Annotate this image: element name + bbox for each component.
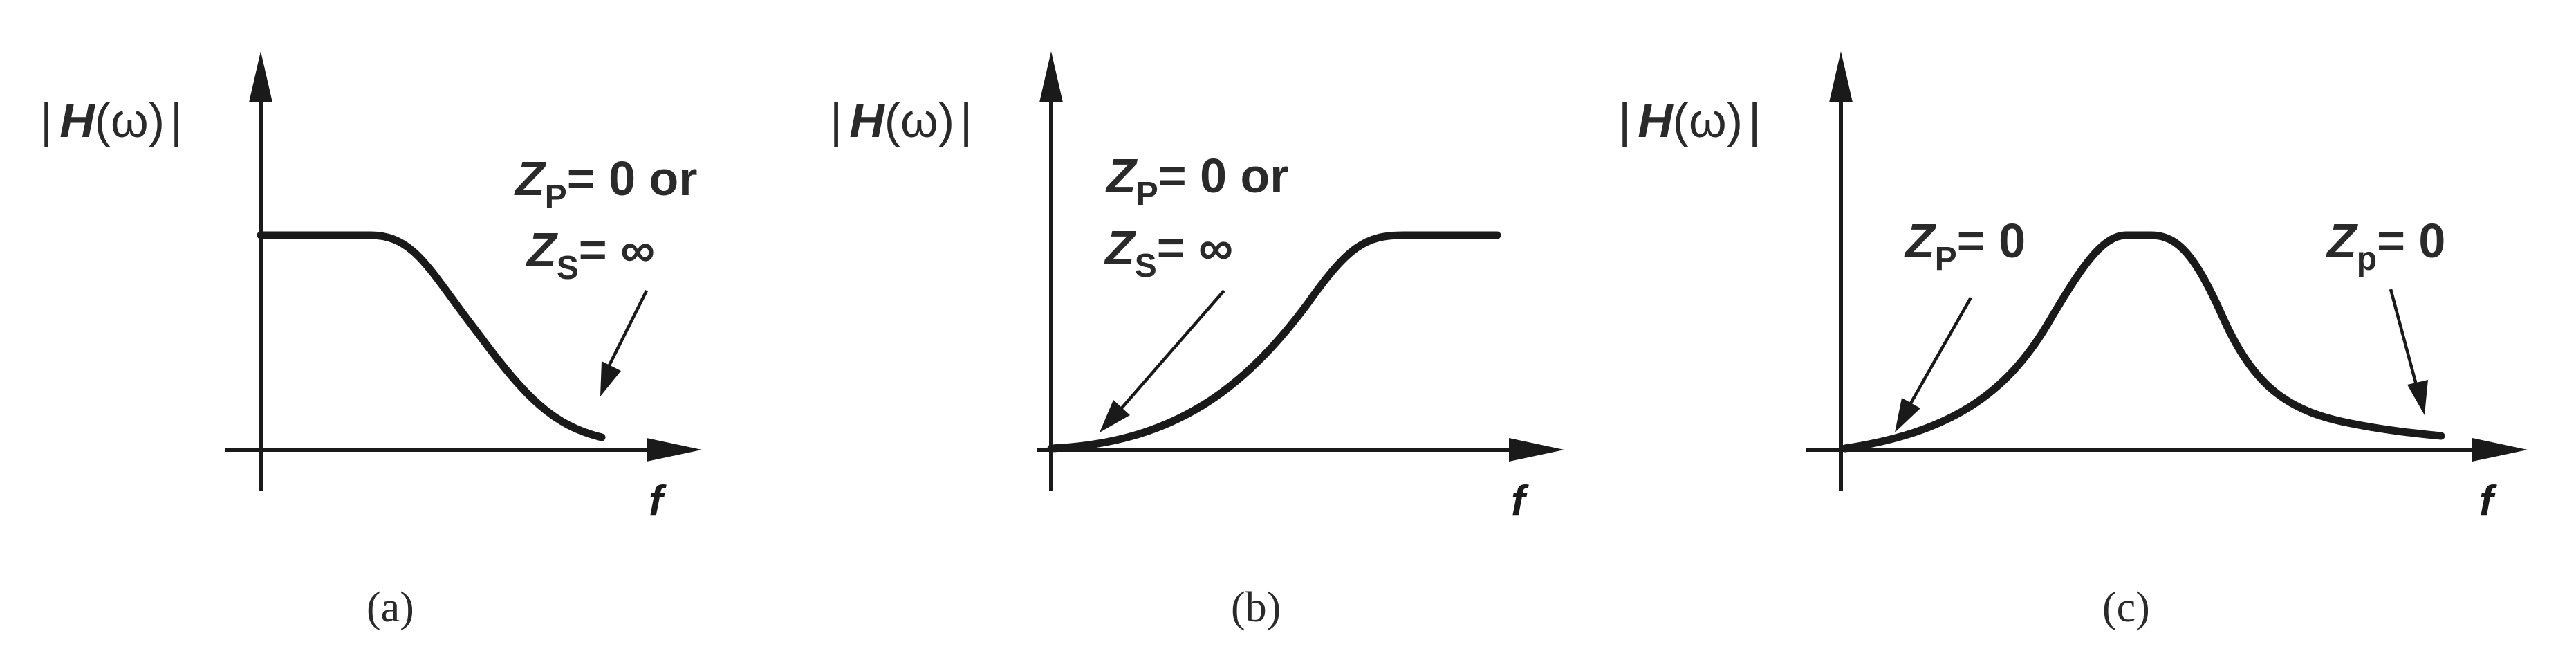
panel-c-right-annotation-arrowhead bbox=[2407, 380, 2428, 415]
panel-a-caption: (a) bbox=[367, 584, 414, 631]
panel-a-xlabel: f bbox=[649, 477, 667, 525]
panel-c-caption: (c) bbox=[2102, 584, 2150, 631]
panel-b: | H(ω) | ZP= 0 or ZS= ∞ f (b) bbox=[830, 51, 1564, 631]
panel-c-left-annotation: ZP= 0 bbox=[1904, 214, 2026, 277]
panel-c-ylabel: | H(ω) | bbox=[1618, 93, 1761, 147]
panel-a: | H(ω) | ZP= 0 or ZS= ∞ f (a) bbox=[40, 51, 702, 631]
panel-b-y-arrowhead bbox=[1039, 51, 1063, 102]
panel-c-x-arrowhead bbox=[2472, 438, 2528, 462]
panel-a-annotation-line1: ZP= 0 or bbox=[514, 152, 698, 215]
panel-b-annotation-arrowhead bbox=[1100, 400, 1130, 432]
panel-c-right-annotation: Zp= 0 bbox=[2326, 214, 2445, 277]
panel-c-bandpass-curve bbox=[1841, 231, 2445, 453]
panel-c: | H(ω) | ZP= 0 Zp= 0 f (c) bbox=[1618, 51, 2528, 631]
panel-a-lowpass-curve bbox=[257, 231, 606, 441]
panel-b-caption: (b) bbox=[1231, 584, 1281, 631]
panel-c-left-annotation-arrow bbox=[1907, 296, 1972, 408]
panel-a-y-arrowhead bbox=[249, 51, 272, 102]
panel-c-xlabel: f bbox=[2479, 477, 2497, 525]
panel-a-x-arrowhead bbox=[647, 438, 702, 462]
panel-c-right-annotation-arrow bbox=[2389, 289, 2419, 388]
panel-b-xlabel: f bbox=[1511, 477, 1529, 525]
panel-a-ylabel: | H(ω) | bbox=[40, 93, 183, 147]
panel-c-y-arrowhead bbox=[1829, 51, 1853, 102]
panel-c-left-annotation-arrowhead bbox=[1895, 398, 1920, 432]
panel-b-x-arrowhead bbox=[1509, 438, 1564, 462]
panel-b-annotation-arrow bbox=[1119, 289, 1225, 411]
panel-a-annotation-arrow bbox=[606, 289, 649, 368]
panel-b-annotation-line1: ZP= 0 or bbox=[1105, 149, 1289, 212]
panel-a-annotation-arrowhead bbox=[600, 361, 621, 396]
panel-b-annotation-line2: ZS= ∞ bbox=[1104, 221, 1233, 284]
panel-a-annotation-line2: ZS= ∞ bbox=[526, 223, 655, 286]
panel-b-ylabel: | H(ω) | bbox=[830, 93, 972, 147]
panel-b-highpass-curve bbox=[1047, 231, 1501, 453]
